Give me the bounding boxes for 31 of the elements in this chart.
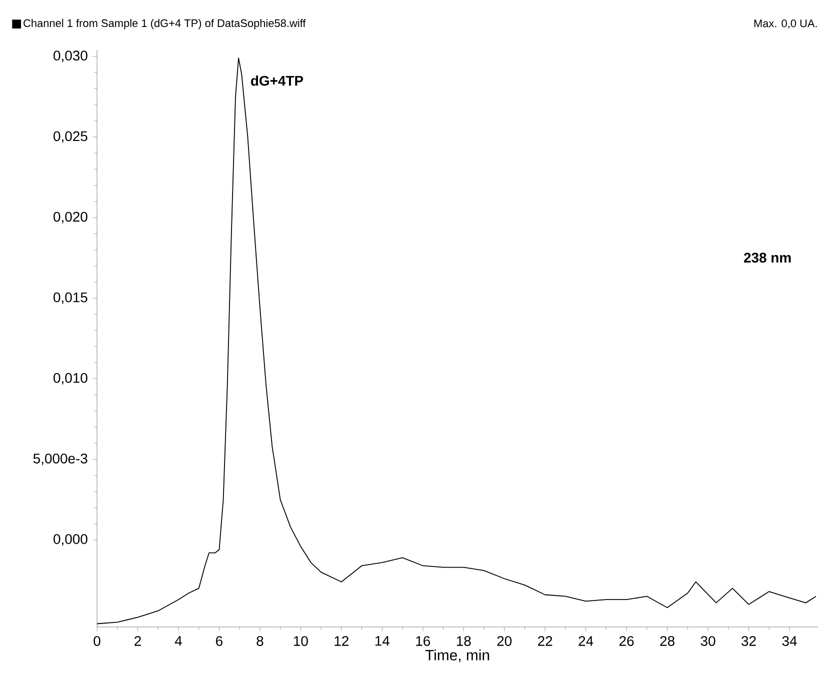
x-tick-label: 0 xyxy=(94,636,100,646)
x-tick-label: 2 xyxy=(134,636,141,646)
x-tick-label: 6 xyxy=(216,636,222,646)
legend-label: Channel 1 from Sample 1 (dG+4 TP) of DataSophie58.wiff xyxy=(24,19,306,30)
x-tick-label: 18 xyxy=(456,636,471,646)
x-tick-label: 10 xyxy=(294,636,308,646)
x-tick-label: 16 xyxy=(416,636,430,646)
text: Max. 0,0 UA. xyxy=(754,20,817,29)
y-tick-label: 0,000 xyxy=(54,534,88,546)
y-tick-label: 0,025 xyxy=(54,131,88,143)
y-tick-label: 0,030 xyxy=(54,50,88,62)
x-tick-label: 34 xyxy=(782,636,797,646)
x-tick-label: 4 xyxy=(174,636,182,646)
x-tick-label: 32 xyxy=(742,636,756,646)
x-tick-label: 28 xyxy=(660,636,674,646)
x-tick-label: 24 xyxy=(578,636,594,646)
x-tick-label: 8 xyxy=(256,636,264,646)
x-tick-label: 12 xyxy=(334,636,348,646)
annotation: 238 nm xyxy=(744,252,791,263)
x-tick-label: 30 xyxy=(700,636,716,646)
y-tick-label: 0,010 xyxy=(54,373,88,385)
y-tick-label: 5,000e-3 xyxy=(33,454,88,466)
x-tick-label: 22 xyxy=(538,636,552,646)
line-series xyxy=(96,58,816,624)
annotation: dG+4TP xyxy=(251,75,304,86)
x-tick-label: 14 xyxy=(375,636,390,646)
y-tick-label: 0,015 xyxy=(54,292,88,304)
y-tick-label: 0,020 xyxy=(54,212,88,224)
x-tick-label: 20 xyxy=(497,636,512,646)
x-axis-title: Time, min xyxy=(425,649,490,662)
x-tick-label: 26 xyxy=(620,636,634,646)
